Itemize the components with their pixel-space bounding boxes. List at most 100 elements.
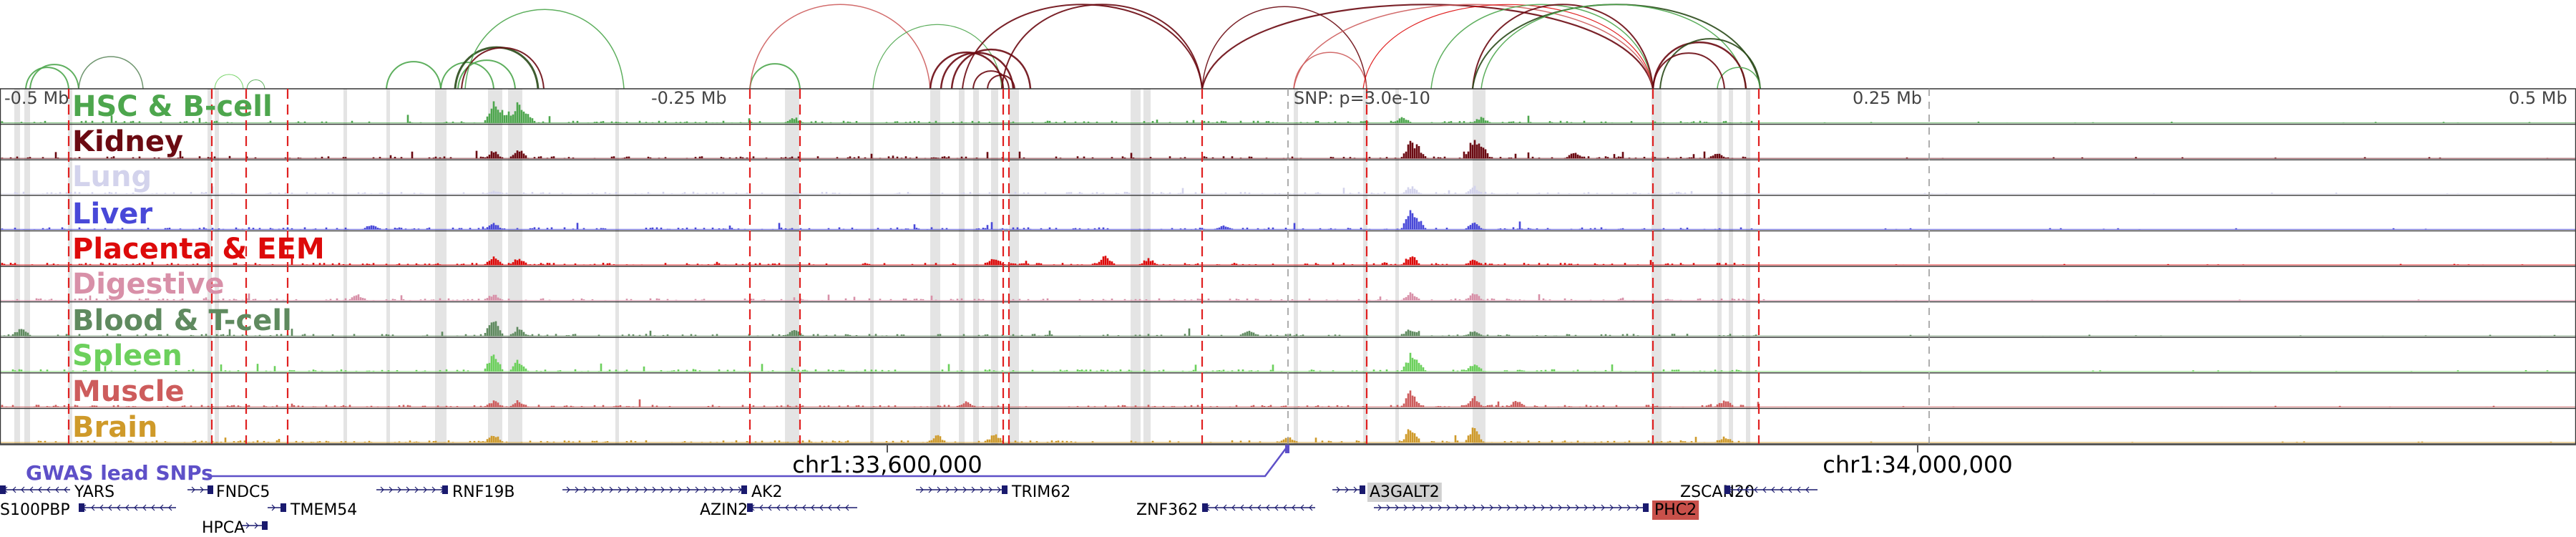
gene-label-znf362: ZNF362 bbox=[1136, 501, 1198, 519]
loop-arc bbox=[1430, 4, 1654, 90]
gene-exon bbox=[442, 485, 448, 494]
loop-arc bbox=[1201, 6, 1367, 90]
loop-arc bbox=[1293, 4, 1654, 90]
loop-arc bbox=[214, 74, 244, 90]
gene-strand-arrows bbox=[380, 486, 444, 493]
loop-arc bbox=[962, 4, 1203, 90]
track-title-7: Spleen bbox=[72, 339, 182, 372]
chromatin-loop-arcs bbox=[25, 4, 1761, 90]
loop-arc bbox=[386, 61, 441, 90]
loop-arc bbox=[1293, 52, 1367, 90]
signal-track-8 bbox=[1, 390, 2495, 407]
loop-arc bbox=[749, 4, 931, 90]
track-title-9: Brain bbox=[72, 411, 157, 444]
gene-exon bbox=[208, 485, 213, 494]
signal-track-3 bbox=[1, 210, 2427, 230]
gene-exon bbox=[1202, 503, 1208, 512]
track-title-4: Placenta & EEM bbox=[72, 233, 325, 266]
signal-track-5 bbox=[11, 292, 2427, 301]
coordinate-label-1: chr1:34,000,000 bbox=[1823, 451, 2012, 478]
signal-track-7 bbox=[11, 352, 2549, 372]
loop-arc bbox=[972, 70, 1010, 90]
gene-label-rnf19b: RNF19B bbox=[452, 483, 514, 501]
scale-left-mid: -0.25 Mb bbox=[651, 88, 727, 108]
gwas-snp-marker bbox=[1285, 445, 1289, 453]
gene-bodies bbox=[0, 485, 1818, 530]
loop-arc bbox=[1472, 4, 1654, 90]
gene-exon bbox=[747, 503, 753, 512]
gene-label-a3galt2: A3GALT2 bbox=[1370, 483, 1440, 501]
gene-strand-arrows bbox=[566, 486, 742, 493]
loop-arc bbox=[1001, 4, 1203, 90]
gene-label-trim62: TRIM62 bbox=[1011, 483, 1070, 501]
gwas-track: GWAS lead SNPs bbox=[26, 445, 1289, 485]
gene-strand-arrows bbox=[1336, 486, 1357, 493]
gwas-connector bbox=[208, 447, 1287, 478]
gene-strand-arrows bbox=[191, 486, 204, 493]
scale-snp: SNP: p=3.0e-10 bbox=[1294, 88, 1430, 108]
scale-left: -0.5 Mb bbox=[4, 88, 69, 108]
loop-arc bbox=[1652, 52, 1725, 90]
track-title-5: Digestive bbox=[72, 268, 225, 301]
gene-exon bbox=[1002, 485, 1008, 494]
gene-strand-arrows bbox=[1377, 504, 1639, 511]
coordinate-axis: chr1:33,600,000 chr1:34,000,000 bbox=[0, 444, 2576, 478]
signal-track-0 bbox=[0, 101, 2531, 123]
signal-track-1 bbox=[1, 140, 2549, 159]
signal-track-4 bbox=[1, 256, 2524, 265]
red-dashed-lines bbox=[67, 89, 1760, 444]
gene-label-yars: YARS bbox=[74, 483, 114, 501]
gwas-label: GWAS lead SNPs bbox=[26, 461, 213, 485]
loop-arc bbox=[950, 48, 1032, 90]
gene-exon bbox=[79, 503, 84, 512]
track-title-2: Lung bbox=[72, 160, 152, 193]
gene-label-fndc5: FNDC5 bbox=[216, 483, 270, 501]
gene-exon bbox=[1724, 485, 1730, 494]
loop-arc bbox=[1659, 38, 1761, 90]
coordinate-label-0: chr1:33,600,000 bbox=[792, 451, 982, 478]
loop-arc bbox=[29, 64, 79, 90]
gene-label-azin2: AZIN2 bbox=[700, 501, 748, 519]
track-title-0: HSC & B-cell bbox=[72, 90, 273, 123]
track-title-3: Liver bbox=[72, 198, 152, 231]
loop-arc bbox=[1362, 4, 1654, 90]
loop-arc bbox=[987, 74, 1015, 90]
loop-arc bbox=[749, 63, 801, 90]
gene-label-s100pbp: S100PBP bbox=[0, 501, 70, 519]
loop-arc bbox=[25, 67, 69, 90]
loop-arc bbox=[461, 47, 545, 90]
gene-exon bbox=[1643, 503, 1649, 512]
gene-label-zscan20: ZSCAN20 bbox=[1680, 483, 1755, 501]
gene-exon bbox=[0, 485, 6, 494]
scale-labels: -0.5 Mb -0.25 Mb SNP: p=3.0e-10 0.25 Mb … bbox=[4, 88, 2567, 108]
gene-label-tmem54: TMEM54 bbox=[290, 501, 357, 519]
scale-right-mid: 0.25 Mb bbox=[1853, 88, 1922, 108]
loop-arc bbox=[246, 79, 265, 90]
loop-arc bbox=[1201, 4, 1654, 90]
loop-arc bbox=[440, 62, 494, 90]
loop-arc bbox=[1652, 41, 1747, 90]
loop-arc bbox=[872, 24, 1002, 90]
gene-highlight-phc2 bbox=[1652, 500, 1699, 520]
scale-right: 0.5 Mb bbox=[2509, 88, 2567, 108]
loop-arc bbox=[457, 59, 516, 90]
loop-arc bbox=[1480, 4, 1747, 90]
gene-exon bbox=[262, 521, 268, 530]
track-title-8: Muscle bbox=[72, 375, 185, 408]
gene-exon bbox=[1360, 485, 1365, 494]
gene-exon bbox=[741, 485, 747, 494]
gene-label-hpca: HPCA bbox=[202, 519, 245, 537]
track-title-6: Blood & T-cell bbox=[72, 304, 292, 337]
gene-label-phc2: PHC2 bbox=[1654, 501, 1697, 519]
gene-strand-arrows bbox=[245, 522, 258, 529]
loop-arc bbox=[78, 56, 144, 90]
gene-strand-arrows bbox=[919, 486, 1001, 493]
loop-arc bbox=[1717, 67, 1761, 90]
gene-track: YARS FNDC5 TMEM54 RNF19B AK2 AZIN2 TRIM6… bbox=[0, 483, 1818, 537]
gene-exon bbox=[280, 503, 286, 512]
loop-arc bbox=[464, 9, 625, 90]
track-titles: HSC & B-cell Kidney Lung Liver Placenta … bbox=[72, 90, 325, 444]
gene-highlight-a3galt2 bbox=[1367, 483, 1442, 502]
